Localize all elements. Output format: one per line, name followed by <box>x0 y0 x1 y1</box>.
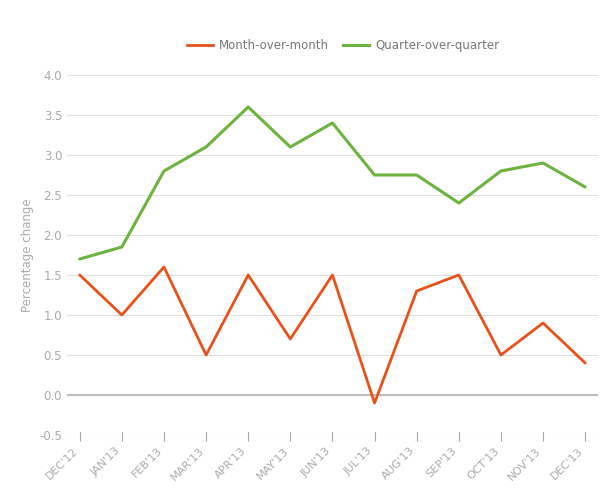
Text: DEC 2013: DEC 2013 <box>475 19 595 39</box>
Legend: Month-over-month, Quarter-over-quarter: Month-over-month, Quarter-over-quarter <box>182 34 504 56</box>
Text: (seasonally adjusted): (seasonally adjusted) <box>253 24 384 38</box>
Text: Price Monitor: Price Monitor <box>107 19 276 39</box>
Text: trulia: trulia <box>32 20 91 38</box>
Y-axis label: Percentage change: Percentage change <box>21 198 34 312</box>
Text: ⚬: ⚬ <box>15 20 30 38</box>
